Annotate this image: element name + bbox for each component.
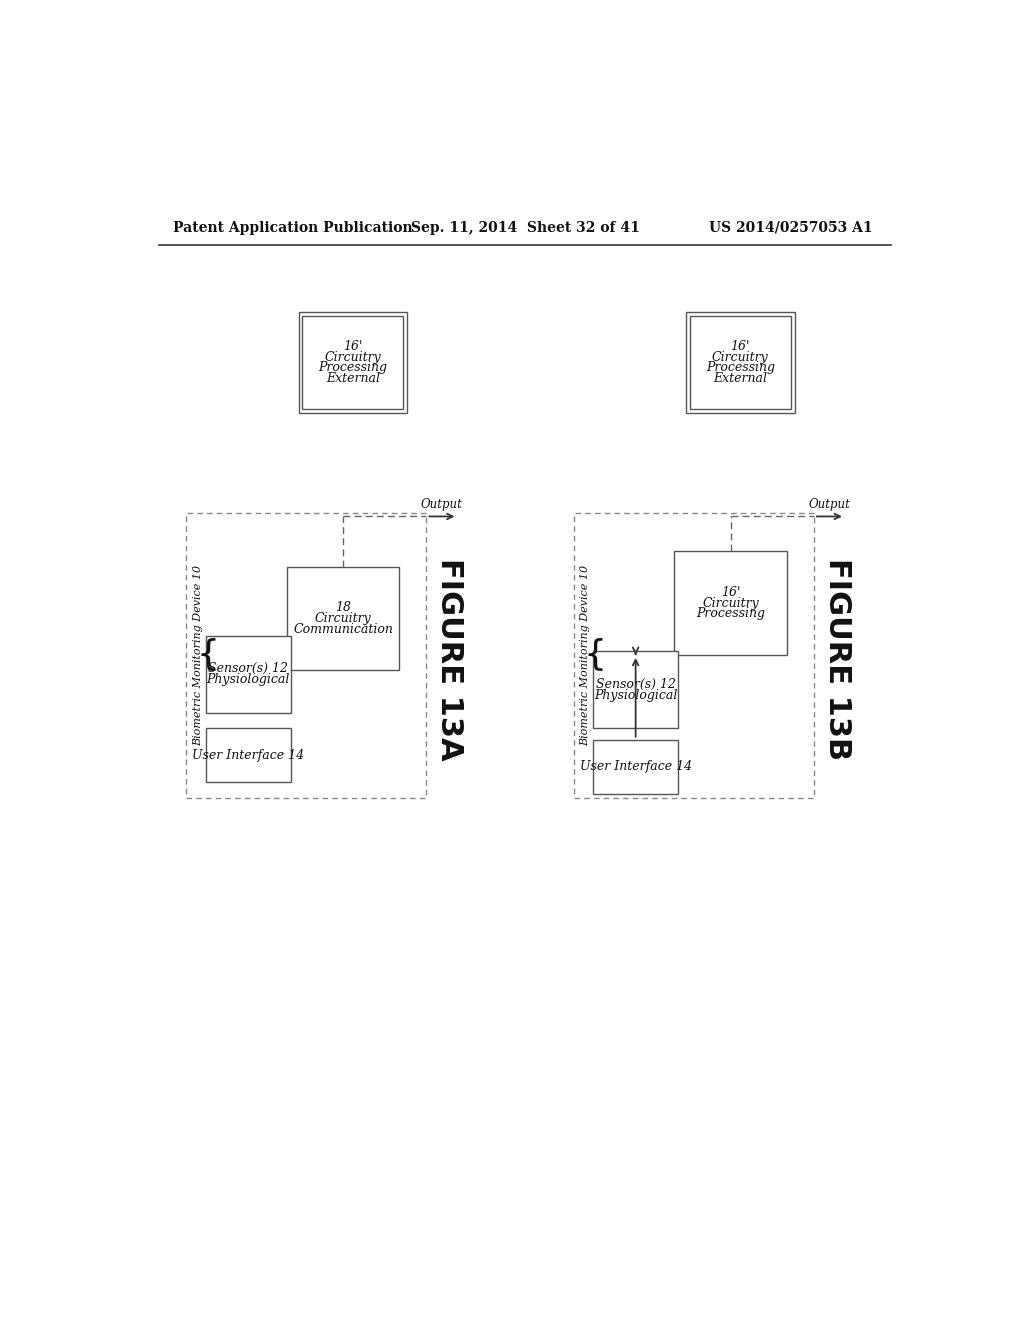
Text: Output: Output (808, 498, 850, 511)
Bar (206, 729, 291, 781)
Text: US 2014/0257053 A1: US 2014/0257053 A1 (710, 220, 872, 235)
Bar (206, 636, 291, 713)
Text: 16': 16' (730, 339, 750, 352)
Bar (299, 313, 407, 412)
Text: Circuitry: Circuitry (702, 597, 759, 610)
Text: Processing: Processing (706, 362, 775, 375)
Text: User Interface 14: User Interface 14 (193, 748, 304, 762)
Text: FIGURE 13A: FIGURE 13A (435, 557, 464, 760)
Text: Circuitry: Circuitry (325, 351, 381, 363)
Bar (593, 651, 678, 729)
Text: Biometric Monitoring Device 10: Biometric Monitoring Device 10 (193, 565, 203, 746)
Text: External: External (326, 372, 380, 385)
Text: Sensor(s) 12: Sensor(s) 12 (596, 678, 676, 690)
Text: {: { (197, 638, 219, 672)
Text: Patent Application Publication: Patent Application Publication (173, 220, 413, 235)
Text: Sensor(s) 12: Sensor(s) 12 (208, 663, 288, 676)
Text: Communication: Communication (293, 623, 393, 636)
Text: 16': 16' (343, 339, 362, 352)
Text: Physiological: Physiological (594, 689, 677, 701)
Text: Processing: Processing (696, 607, 765, 620)
Bar (302, 317, 403, 409)
Bar (573, 512, 814, 797)
Text: Biometric Monitoring Device 10: Biometric Monitoring Device 10 (581, 565, 590, 746)
Text: User Interface 14: User Interface 14 (580, 760, 691, 774)
Text: Processing: Processing (318, 362, 387, 375)
Text: Circuitry: Circuitry (314, 612, 372, 624)
Text: {: { (584, 638, 607, 672)
Text: 16': 16' (721, 586, 740, 599)
Text: 18: 18 (335, 601, 351, 614)
Bar (186, 512, 426, 797)
Text: FIGURE 13B: FIGURE 13B (822, 558, 852, 760)
Text: Physiological: Physiological (207, 673, 290, 686)
Bar (593, 739, 678, 793)
Text: Circuitry: Circuitry (712, 351, 769, 363)
Text: External: External (714, 372, 767, 385)
Text: Sep. 11, 2014  Sheet 32 of 41: Sep. 11, 2014 Sheet 32 of 41 (411, 220, 640, 235)
Bar (287, 566, 399, 671)
Text: Output: Output (421, 498, 463, 511)
Bar (690, 317, 791, 409)
Bar (686, 313, 795, 412)
Bar (675, 552, 786, 655)
